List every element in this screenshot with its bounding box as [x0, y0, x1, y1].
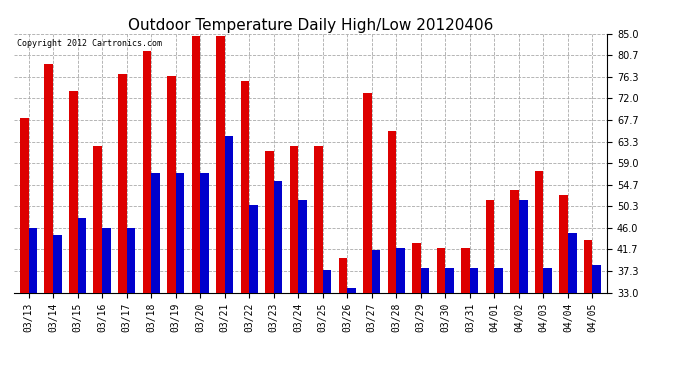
Bar	[216, 36, 225, 292]
Bar	[176, 173, 184, 292]
Bar	[372, 250, 380, 292]
Title: Outdoor Temperature Daily High/Low 20120406: Outdoor Temperature Daily High/Low 20120…	[128, 18, 493, 33]
Bar	[347, 288, 356, 292]
Bar	[388, 131, 396, 292]
Bar	[445, 268, 454, 292]
Bar	[69, 91, 77, 292]
Bar	[44, 64, 53, 292]
Bar	[167, 76, 176, 292]
Bar	[470, 268, 478, 292]
Bar	[265, 151, 274, 292]
Bar	[421, 268, 429, 292]
Bar	[511, 190, 519, 292]
Bar	[495, 268, 503, 292]
Bar	[323, 270, 331, 292]
Bar	[200, 173, 209, 292]
Bar	[486, 201, 495, 292]
Bar	[20, 118, 28, 292]
Bar	[462, 248, 470, 292]
Bar	[593, 265, 601, 292]
Bar	[290, 146, 298, 292]
Text: Copyright 2012 Cartronics.com: Copyright 2012 Cartronics.com	[17, 39, 161, 48]
Bar	[535, 171, 544, 292]
Bar	[396, 248, 405, 292]
Bar	[28, 228, 37, 292]
Bar	[339, 258, 347, 292]
Bar	[519, 201, 528, 292]
Bar	[249, 206, 258, 292]
Bar	[102, 228, 110, 292]
Bar	[363, 93, 372, 292]
Bar	[314, 146, 323, 292]
Bar	[412, 243, 421, 292]
Bar	[560, 195, 568, 292]
Bar	[126, 228, 135, 292]
Bar	[584, 240, 593, 292]
Bar	[93, 146, 102, 292]
Bar	[192, 36, 200, 292]
Bar	[143, 51, 151, 292]
Bar	[225, 136, 233, 292]
Bar	[77, 218, 86, 292]
Bar	[274, 180, 282, 292]
Bar	[437, 248, 445, 292]
Bar	[151, 173, 159, 292]
Bar	[53, 235, 61, 292]
Bar	[241, 81, 249, 292]
Bar	[568, 233, 577, 292]
Bar	[544, 268, 552, 292]
Bar	[298, 201, 307, 292]
Bar	[118, 74, 126, 292]
